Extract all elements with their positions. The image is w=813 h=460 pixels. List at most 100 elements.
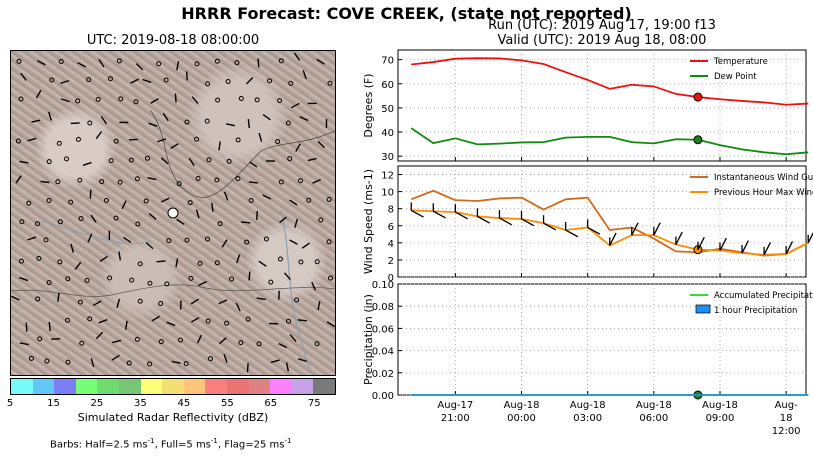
calm-station-marker bbox=[158, 301, 164, 307]
legend-label: Previous Hour Max Wind bbox=[714, 188, 813, 198]
calm-station-marker bbox=[297, 178, 303, 184]
calm-station-marker bbox=[277, 98, 283, 104]
calm-station-marker bbox=[46, 198, 52, 204]
series-line bbox=[410, 127, 809, 156]
wind-barb bbox=[191, 96, 199, 105]
calm-station-marker bbox=[75, 98, 81, 104]
wind-barb bbox=[74, 261, 82, 270]
calm-station-marker bbox=[15, 138, 21, 144]
wind-barb bbox=[631, 222, 639, 236]
wind-barb bbox=[190, 298, 200, 305]
wind-barb bbox=[326, 321, 335, 328]
calm-station-marker bbox=[116, 58, 122, 64]
wind-barb bbox=[40, 180, 50, 184]
wind-barb bbox=[432, 210, 446, 219]
wind-barb bbox=[543, 222, 557, 231]
calm-station-marker bbox=[87, 120, 93, 126]
y-axis-label: Degrees (F) bbox=[362, 73, 375, 137]
calm-station-marker bbox=[44, 358, 50, 364]
wind-barb bbox=[246, 76, 254, 85]
wind-barb bbox=[653, 222, 661, 236]
wind-barb-layer bbox=[11, 52, 335, 375]
calm-station-marker bbox=[217, 221, 223, 227]
calm-station-marker bbox=[178, 337, 184, 343]
y-tick-label: 0.00 bbox=[372, 391, 394, 402]
calm-station-marker bbox=[143, 198, 149, 204]
wind-barb bbox=[521, 218, 535, 227]
wind-barb bbox=[241, 221, 251, 224]
wind-barb bbox=[174, 93, 177, 103]
calm-station-marker bbox=[134, 176, 140, 182]
y-tick-label: 40 bbox=[381, 128, 394, 139]
y-tick-label: 50 bbox=[381, 104, 394, 115]
calm-station-marker bbox=[278, 179, 284, 185]
wind-barb bbox=[218, 141, 222, 151]
chart-panel: 0.00 0.02 0.04 0.06 0.08 0.10 Precipitation (i… bbox=[362, 280, 813, 402]
wind-barb bbox=[25, 322, 28, 332]
calm-station-marker bbox=[77, 177, 83, 183]
chart-panel: 0 2 4 6 8 10 12 Wind Speed (ms-1) Instantaneous … bbox=[362, 165, 813, 284]
wind-barb bbox=[410, 209, 424, 218]
wind-barb bbox=[148, 213, 157, 220]
calm-station-marker bbox=[87, 316, 93, 322]
y-tick-label: 60 bbox=[381, 80, 394, 91]
calm-station-marker bbox=[118, 96, 124, 102]
wind-barb bbox=[111, 354, 120, 361]
calm-station-marker bbox=[278, 58, 284, 64]
calm-station-marker bbox=[107, 275, 113, 281]
colorbar-swatch bbox=[11, 379, 33, 394]
calm-station-marker bbox=[16, 58, 22, 64]
colorbar-swatch bbox=[226, 379, 249, 394]
wind-barb bbox=[151, 315, 161, 322]
colorbar-swatch bbox=[54, 379, 76, 394]
wind-barb bbox=[57, 292, 60, 302]
wind-barb bbox=[719, 237, 727, 251]
wind-barb bbox=[311, 281, 317, 291]
wind-barb bbox=[19, 276, 29, 282]
calm-station-marker bbox=[234, 60, 240, 66]
wind-barb bbox=[37, 60, 46, 66]
wind-barb bbox=[198, 280, 207, 286]
wind-barb bbox=[307, 157, 317, 162]
calm-station-marker bbox=[34, 221, 40, 227]
x-tick-label: Aug-18 06:00 bbox=[635, 400, 672, 424]
colorbar-swatch bbox=[270, 379, 292, 394]
calm-station-marker bbox=[235, 137, 241, 143]
calm-station-marker bbox=[287, 156, 293, 162]
calm-station-marker bbox=[184, 237, 190, 243]
wind-barb bbox=[221, 239, 228, 248]
river bbox=[280, 210, 317, 375]
wind-barb bbox=[302, 70, 307, 80]
x-tick-label: Aug-17 21:00 bbox=[437, 400, 474, 424]
wind-barb bbox=[246, 363, 249, 373]
wind-barb bbox=[807, 231, 813, 244]
wind-barb bbox=[223, 191, 229, 201]
colorbar-swatch bbox=[32, 379, 55, 394]
calm-station-marker bbox=[226, 158, 232, 164]
wind-barb bbox=[317, 140, 325, 149]
colorbar-label: Simulated Radar Reflectivity (dBZ) bbox=[77, 411, 269, 424]
wind-barb bbox=[190, 316, 200, 323]
calm-station-marker bbox=[214, 177, 220, 183]
wind-barb bbox=[112, 339, 122, 344]
state-boundary bbox=[150, 110, 335, 198]
series-line bbox=[411, 57, 809, 106]
colorbar-swatch bbox=[248, 379, 271, 394]
colorbar-swatch bbox=[291, 379, 314, 394]
valid-time-label: Valid (UTC): 2019 Aug 18, 08:00 bbox=[497, 33, 707, 48]
calm-station-marker bbox=[46, 159, 52, 165]
calm-station-marker bbox=[286, 318, 292, 324]
calm-station-marker bbox=[158, 339, 164, 345]
wind-barb bbox=[211, 202, 214, 212]
legend-label: Instantaneous Wind Gust bbox=[714, 173, 813, 183]
barbs-note-exp: -1 bbox=[284, 437, 292, 445]
y-tick-label: 12 bbox=[381, 171, 394, 182]
calm-station-marker bbox=[294, 297, 300, 303]
wind-barb bbox=[11, 295, 20, 301]
calm-station-marker bbox=[275, 139, 281, 145]
calm-station-marker bbox=[65, 359, 71, 365]
wind-barb bbox=[98, 59, 105, 68]
calm-station-marker bbox=[204, 118, 210, 124]
wind-barb bbox=[236, 254, 241, 264]
wind-barb bbox=[235, 302, 241, 312]
